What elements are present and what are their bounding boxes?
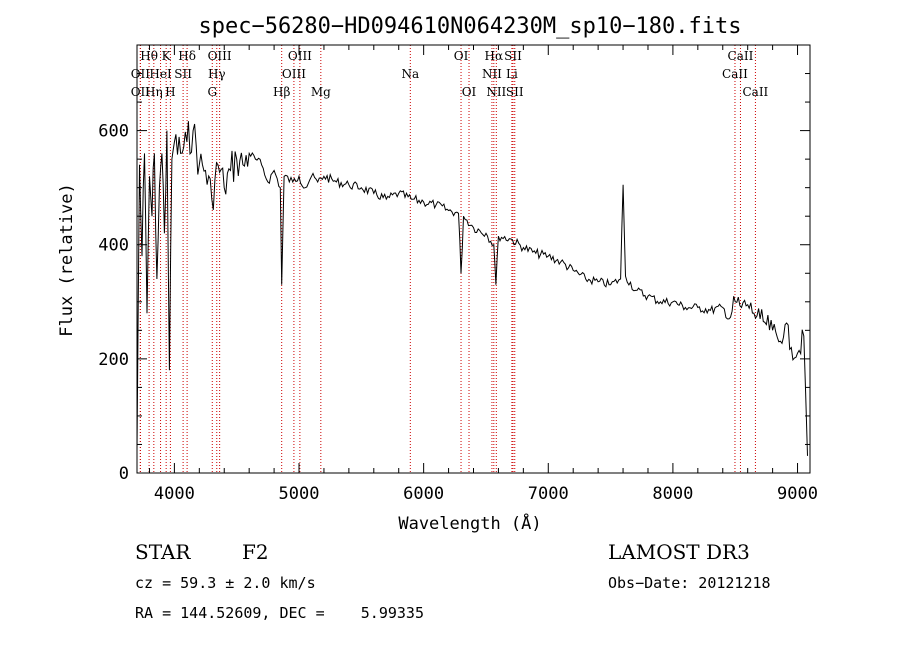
line-label: Na [401, 67, 419, 81]
x-tick-label: 7000 [528, 484, 569, 504]
line-label: Hδ [178, 49, 196, 63]
line-label: SII [174, 67, 192, 81]
line-label: G [207, 85, 217, 99]
line-label: OI [462, 85, 477, 99]
line-label: OIII [288, 49, 312, 63]
line-label: Hγ [208, 67, 226, 81]
line-label: SII [504, 49, 522, 63]
y-tick-label: 0 [119, 464, 129, 484]
line-label: K [162, 49, 172, 63]
line-label: Hθ [140, 49, 158, 63]
y-tick-label: 400 [98, 236, 129, 256]
line-label: OII [131, 85, 151, 99]
line-label: NII [482, 67, 502, 81]
line-label: Mg [311, 85, 331, 99]
object-class: STAR [135, 540, 191, 564]
emission-line-markers [139, 45, 756, 473]
x-tick-label: 9000 [777, 484, 818, 504]
object-subclass: F2 [242, 540, 269, 564]
line-label: OIII [208, 49, 232, 63]
coordinates: RA = 144.52609, DEC = 5.99335 [135, 604, 424, 622]
x-tick-label: 4000 [154, 484, 195, 504]
line-label: Hα [485, 49, 504, 63]
line-label: CaII [728, 49, 754, 63]
y-axis-ticks: 0 200 400 600 [98, 73, 810, 484]
line-label: CaII [742, 85, 768, 99]
survey-name: LAMOST DR3 [608, 540, 750, 564]
y-axis-label: Flux (relative) [57, 183, 77, 337]
observation-date: Obs−Date: 20121218 [608, 574, 771, 592]
line-label: Hβ [273, 85, 290, 99]
x-tick-label: 8000 [652, 484, 693, 504]
redshift-velocity: cz = 59.3 ± 2.0 km/s [135, 574, 316, 592]
chart-title: spec−56280−HD094610N064230M_sp10−180.fit… [198, 14, 741, 39]
line-label: SII [506, 85, 524, 99]
line-label: CaII [722, 67, 748, 81]
line-label: H [165, 85, 175, 99]
line-label: HeI [149, 67, 172, 81]
x-axis-label: Wavelength (Å) [398, 512, 541, 534]
plot-frame [136, 44, 811, 474]
line-label: Hη [145, 85, 163, 99]
y-tick-label: 200 [98, 350, 129, 370]
x-axis-ticks: 4000 5000 6000 7000 8000 9000 [148, 45, 818, 504]
line-label: OI [454, 49, 469, 63]
y-tick-label: 600 [98, 122, 129, 142]
line-label: OIII [282, 67, 306, 81]
line-label: Li [506, 67, 518, 81]
line-label: NII [486, 85, 506, 99]
x-tick-label: 6000 [403, 484, 444, 504]
spectrum-line [136, 121, 808, 456]
x-tick-label: 5000 [279, 484, 320, 504]
